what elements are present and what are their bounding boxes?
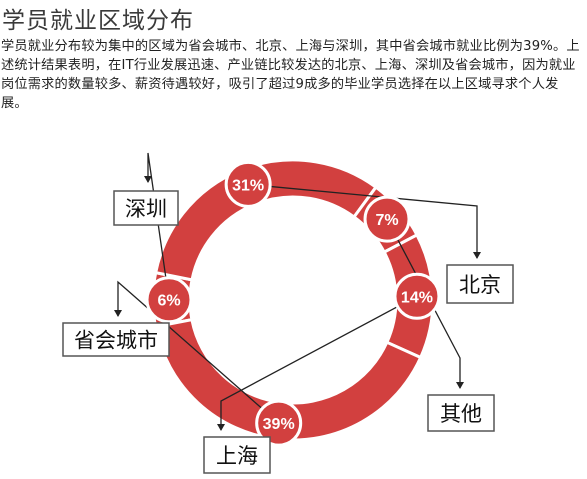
region-box-5 xyxy=(62,322,170,357)
leader-arrow-2 xyxy=(473,252,481,259)
page-title: 学员就业区域分布 xyxy=(2,8,194,34)
region-label-5: 省会城市 xyxy=(74,329,158,353)
leader-arrow-4 xyxy=(217,424,225,431)
leader-lines xyxy=(114,152,481,431)
leader-line-2 xyxy=(248,183,478,258)
percent-badge-4 xyxy=(393,272,441,320)
leader-line-5 xyxy=(117,280,280,424)
leader-arrow-1 xyxy=(144,176,152,183)
percent-label-2: 31% xyxy=(232,177,264,194)
leader-line-4 xyxy=(220,295,418,430)
leader-line-1 xyxy=(147,152,170,300)
percent-label-3: 7% xyxy=(375,212,398,229)
region-label-4: 上海 xyxy=(216,444,258,468)
percent-badge-3 xyxy=(363,195,411,243)
region-label-1: 深圳 xyxy=(125,197,167,221)
percent-badge-1 xyxy=(145,276,193,324)
percent-label-1: 6% xyxy=(157,293,180,310)
percent-badges: 6% 31% 7% 14% 39% xyxy=(145,160,441,447)
region-label-2: 北京 xyxy=(459,273,501,297)
region-box-4 xyxy=(203,436,271,474)
description-text: 学员就业分布较为集中的区域为省会城市、北京、上海与深圳，其中省会城市就业比例为3… xyxy=(1,39,580,111)
leader-line-3 xyxy=(386,218,461,388)
leader-arrow-3 xyxy=(456,382,464,389)
region-label-3: 其他 xyxy=(440,402,482,426)
percent-label-4: 14% xyxy=(401,289,433,306)
region-box-3 xyxy=(427,394,495,432)
region-box-1 xyxy=(113,190,179,226)
leader-arrow-5 xyxy=(114,310,122,317)
percent-badge-5 xyxy=(255,399,303,447)
percent-badge-2 xyxy=(224,160,272,208)
region-box-2 xyxy=(446,264,514,304)
percent-label-5: 39% xyxy=(263,416,295,433)
